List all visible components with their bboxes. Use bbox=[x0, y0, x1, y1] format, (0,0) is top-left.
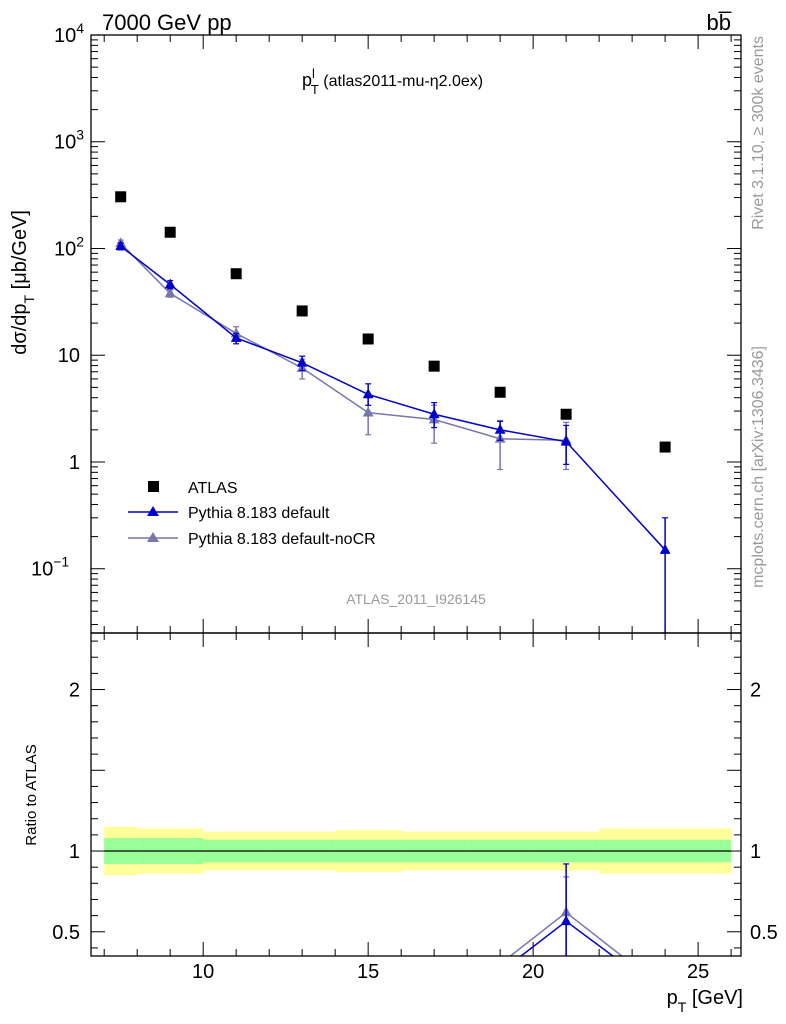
ratio-y-axis-label: Ratio to ATLAS bbox=[23, 744, 40, 845]
rivet-version-label: Rivet 3.1.10, ≥ 300k events bbox=[750, 36, 767, 230]
main-y-tick-label: 10−1 bbox=[31, 554, 69, 581]
analysis-watermark: ATLAS_2011_I926145 bbox=[346, 591, 486, 607]
plot-title-sub: T bbox=[311, 82, 319, 97]
main-data-point bbox=[362, 406, 374, 417]
main-data-point bbox=[659, 543, 671, 554]
header-right-label: bb̅ bbox=[707, 10, 732, 35]
legend-marker-pythia-nocr bbox=[147, 532, 159, 542]
ratio-y-tick-label-left: 2 bbox=[69, 680, 80, 702]
xlabel-main: p bbox=[667, 987, 678, 1009]
atlas-data-point bbox=[428, 360, 440, 372]
plot-title-main: p bbox=[302, 70, 312, 90]
plot-title: pl T (atlas2011-mu-η2.0ex) bbox=[302, 66, 483, 97]
legend-marker-atlas bbox=[148, 481, 159, 492]
plot-title-sup: l bbox=[312, 66, 315, 81]
xlabel-rest: [GeV] bbox=[686, 987, 743, 1009]
main-data-point bbox=[494, 423, 506, 434]
ratio-y-tick-label-right: 0.5 bbox=[750, 922, 778, 944]
x-tick-label: 10 bbox=[192, 961, 214, 983]
ratio-y-tick-label-left: 1 bbox=[69, 841, 80, 863]
legend-marker-pythia-default bbox=[147, 506, 159, 516]
main-axis-ticks bbox=[91, 34, 741, 633]
main-data-point bbox=[230, 332, 242, 342]
main-series-line bbox=[120, 242, 567, 441]
ratio-x-tick-labels: 10 15 20 25 bbox=[192, 961, 709, 983]
ratio-panel: 2 2 1 1 0.5 0.5 10 15 20 25 Ratio to ATLAS pT [G… bbox=[23, 632, 778, 1015]
ratio-uncertainty-bands bbox=[104, 826, 732, 876]
atlas-data-point bbox=[296, 305, 308, 317]
x-axis-label: pT [GeV] bbox=[667, 987, 743, 1015]
atlas-data-point bbox=[164, 226, 176, 238]
main-data-point bbox=[164, 287, 176, 298]
main-data-point bbox=[296, 356, 308, 367]
ratio-plot-frame bbox=[90, 632, 742, 957]
main-data-point bbox=[164, 278, 176, 289]
ratio-data-point bbox=[560, 915, 572, 926]
main-data-point bbox=[115, 240, 127, 251]
legend: ATLAS Pythia 8.183 default Pythia 8.183 … bbox=[128, 480, 376, 548]
ratio-axis-ticks bbox=[91, 633, 741, 956]
ratio-y-tick-label-right: 1 bbox=[750, 841, 761, 863]
ratio-y-tick-label-left: 0.5 bbox=[52, 922, 80, 944]
atlas-data-point bbox=[230, 268, 242, 280]
legend-label-atlas: ATLAS bbox=[188, 480, 238, 497]
main-y-axis-label: dσ/dpT [μb/GeV] bbox=[9, 210, 37, 355]
main-data-point bbox=[560, 435, 572, 446]
atlas-data-point bbox=[494, 386, 506, 398]
ratio-data-layer bbox=[509, 863, 624, 956]
ratio-y-tick-labels: 2 2 1 1 0.5 0.5 bbox=[52, 680, 778, 944]
plot-title-rest: (atlas2011-mu-η2.0ex) bbox=[319, 73, 483, 90]
main-y-tick-label: 103 bbox=[54, 127, 84, 154]
mcplots-source-label: mcplots.cern.ch [arXiv:1306.3436] bbox=[750, 346, 767, 588]
legend-label-pythia-default: Pythia 8.183 default bbox=[188, 505, 330, 522]
main-y-tick-label: 1 bbox=[69, 452, 80, 474]
x-tick-label: 25 bbox=[687, 961, 709, 983]
x-tick-label: 15 bbox=[357, 961, 379, 983]
main-y-tick-label: 10 bbox=[58, 345, 80, 367]
main-y-tick-label: 102 bbox=[54, 233, 84, 260]
ratio-y-tick-label-right: 2 bbox=[750, 680, 761, 702]
main-ylabel-rest: [μb/GeV] bbox=[9, 210, 31, 295]
main-data-point bbox=[362, 388, 374, 399]
header-left-label: 7000 GeV pp bbox=[102, 10, 232, 35]
legend-label-pythia-nocr: Pythia 8.183 default-noCR bbox=[188, 531, 376, 548]
x-tick-label: 20 bbox=[522, 961, 544, 983]
atlas-data-point bbox=[115, 191, 127, 203]
ratio-series-line bbox=[519, 920, 615, 956]
atlas-data-point bbox=[362, 333, 374, 345]
main-data-layer bbox=[115, 191, 671, 634]
atlas-data-point bbox=[659, 441, 671, 453]
main-y-tick-label: 104 bbox=[54, 20, 84, 47]
atlas-data-point bbox=[560, 408, 572, 420]
xlabel-sub: T bbox=[678, 999, 687, 1015]
main-ylabel-main: dσ/dp bbox=[9, 303, 31, 354]
main-ylabel-sub: T bbox=[21, 294, 37, 303]
main-data-point bbox=[428, 408, 440, 419]
